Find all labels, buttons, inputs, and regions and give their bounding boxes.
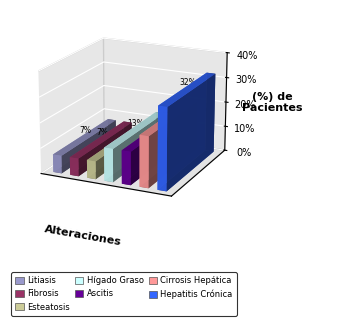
X-axis label: Alteraciones: Alteraciones — [44, 224, 122, 247]
Text: (%) de
Pacientes: (%) de Pacientes — [242, 92, 302, 113]
Legend: Litiasis, Fibrosis, Esteatosis, Hígado Graso, Ascitis, Cirrosis Hepática, Hepati: Litiasis, Fibrosis, Esteatosis, Hígado G… — [11, 272, 237, 316]
